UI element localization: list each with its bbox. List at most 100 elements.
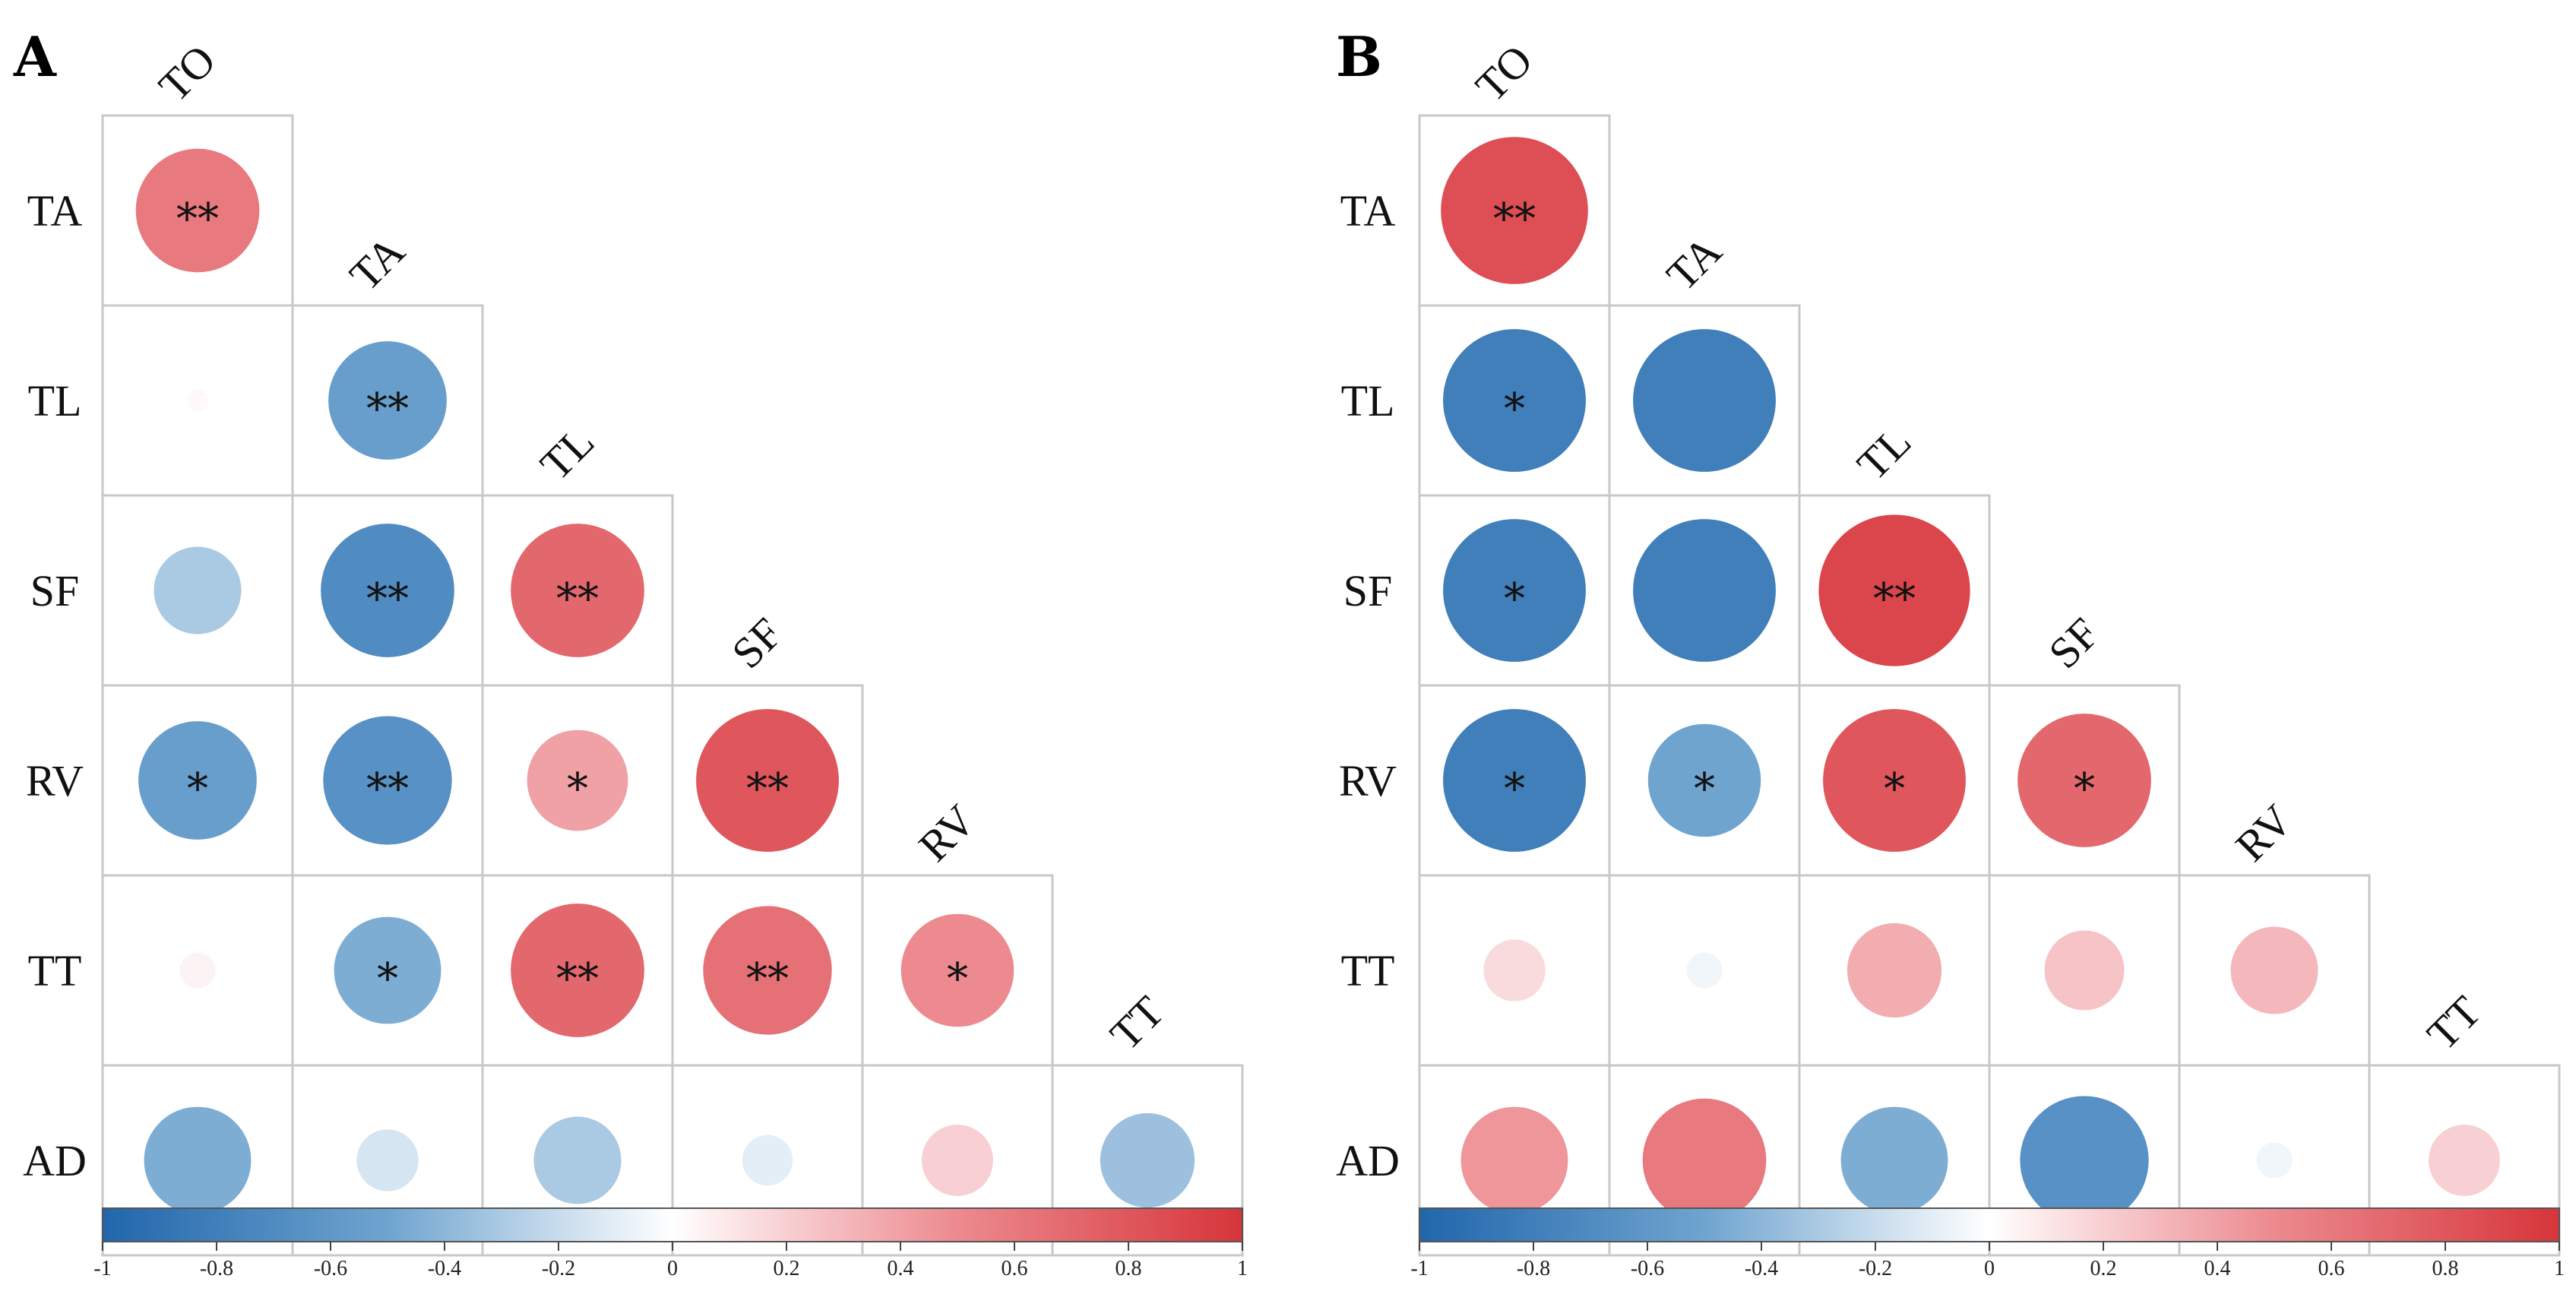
colorbar-tick-label: 0.2 [774, 1257, 800, 1280]
colorbar-tick-label: -1 [93, 1257, 111, 1280]
colorbar-tick-label: 0.4 [2204, 1257, 2231, 1280]
colorbar-tick-label: 0 [1984, 1257, 1995, 1280]
significance-marker: * [1504, 764, 1525, 814]
correlation-circle [2230, 926, 2318, 1014]
column-label: TO [149, 35, 225, 111]
matrix-cell [1051, 1064, 1244, 1257]
colorbar-tick-label: -0.6 [1631, 1257, 1664, 1280]
row-label: RV [26, 756, 84, 805]
significance-marker: * [1694, 764, 1715, 814]
row-label: TA [1340, 186, 1396, 236]
colorbar-tick-label: -1 [1410, 1257, 1428, 1280]
correlation-circle [1633, 519, 1776, 662]
correlation-circle [356, 1129, 419, 1191]
correlation-circle [533, 1116, 622, 1204]
matrix-cell [2368, 1064, 2561, 1257]
significance-marker: * [1504, 385, 1525, 434]
significance-marker: ** [1493, 195, 1536, 244]
significance-marker: ** [176, 195, 219, 244]
row-label: TL [28, 376, 82, 426]
colorbar-tick-label: -0.2 [1859, 1257, 1892, 1280]
colorbar-tick-label: -0.4 [1745, 1257, 1778, 1280]
correlation-circle [1443, 519, 1586, 662]
significance-marker: * [377, 954, 398, 1004]
correlation-circle [1633, 329, 1776, 472]
column-label: RV [909, 795, 985, 871]
significance-marker: ** [366, 385, 409, 434]
correlation-circle [323, 716, 452, 845]
significance-marker: ** [746, 764, 789, 814]
colorbar-tick-label: -0.8 [200, 1257, 233, 1280]
correlation-circle [511, 524, 644, 657]
correlation-circle [1483, 939, 1546, 1002]
colorbar-tick-label: 0.8 [1116, 1257, 1142, 1280]
colorbar-tick-label: 0.8 [2432, 1257, 2459, 1280]
significance-marker: ** [1873, 574, 1916, 624]
correlation-circle [144, 1106, 252, 1214]
significance-marker: * [947, 954, 968, 1004]
correlation-circle [321, 524, 454, 657]
significance-marker: * [567, 764, 588, 814]
correlation-circle [742, 1135, 793, 1186]
correlation-circle [2429, 1125, 2500, 1196]
correlation-circle [1647, 723, 1761, 837]
significance-marker: * [2074, 764, 2095, 814]
correlation-circle [1441, 137, 1588, 284]
correlation-circle [1460, 1106, 1568, 1214]
panel-letter: A [13, 24, 57, 89]
correlation-circle [1818, 514, 1970, 666]
significance-marker: * [187, 764, 208, 814]
correlation-circle [2017, 714, 2151, 847]
column-label: TT [2417, 986, 2490, 1059]
correlation-circle [527, 729, 628, 831]
column-label: TT [1100, 986, 1173, 1059]
correlation-circle [1443, 709, 1586, 852]
correlation-circle [1642, 1098, 1767, 1223]
column-label: RV [2226, 795, 2302, 871]
correlation-circle [1840, 1106, 1948, 1214]
significance-marker: ** [556, 954, 599, 1004]
row-label: RV [1339, 756, 1397, 805]
colorbar-tick-label: 0.6 [2318, 1257, 2345, 1280]
correlation-circle [334, 916, 441, 1024]
correlation-circle [922, 1125, 993, 1196]
row-label: TL [1341, 376, 1395, 426]
significance-marker: ** [366, 764, 409, 814]
correlation-circle [138, 721, 257, 840]
row-label: SF [1343, 566, 1393, 616]
column-label: TL [1847, 416, 1920, 489]
colorbar-tick-label: -0.4 [428, 1257, 461, 1280]
column-label: TA [340, 226, 414, 299]
colorbar-tick-label: 1 [1237, 1257, 1248, 1280]
row-label: TA [27, 186, 83, 236]
row-label: SF [30, 566, 80, 616]
colorbar-tick-label: 0.2 [2090, 1257, 2117, 1280]
column-label: TO [1466, 35, 1542, 111]
correlation-circle [1823, 709, 1966, 852]
correlation-circle [696, 709, 839, 852]
significance-marker: ** [556, 574, 599, 624]
correlation-circle [900, 913, 1014, 1027]
correlation-circle [135, 148, 260, 273]
correlation-circle [2256, 1142, 2293, 1179]
significance-marker: * [1884, 764, 1905, 814]
colorbar-tick-label: -0.6 [314, 1257, 347, 1280]
correlation-circle [703, 906, 832, 1035]
panel-letter: B [1336, 24, 1382, 89]
correlation-circle [1686, 952, 1723, 989]
colorbar-tick-label: -0.8 [1517, 1257, 1550, 1280]
colorbar [102, 1207, 1243, 1242]
correlation-circle [1100, 1112, 1195, 1208]
correlation-circle [186, 389, 209, 412]
colorbar-tick-label: 0 [667, 1257, 678, 1280]
row-label: TT [28, 946, 82, 995]
correlation-circle [2044, 930, 2125, 1011]
significance-marker: ** [366, 574, 409, 624]
correlation-circle [1443, 329, 1586, 472]
row-label: AD [1336, 1136, 1400, 1185]
correlation-circle [328, 341, 447, 460]
correlation-circle [511, 904, 644, 1037]
